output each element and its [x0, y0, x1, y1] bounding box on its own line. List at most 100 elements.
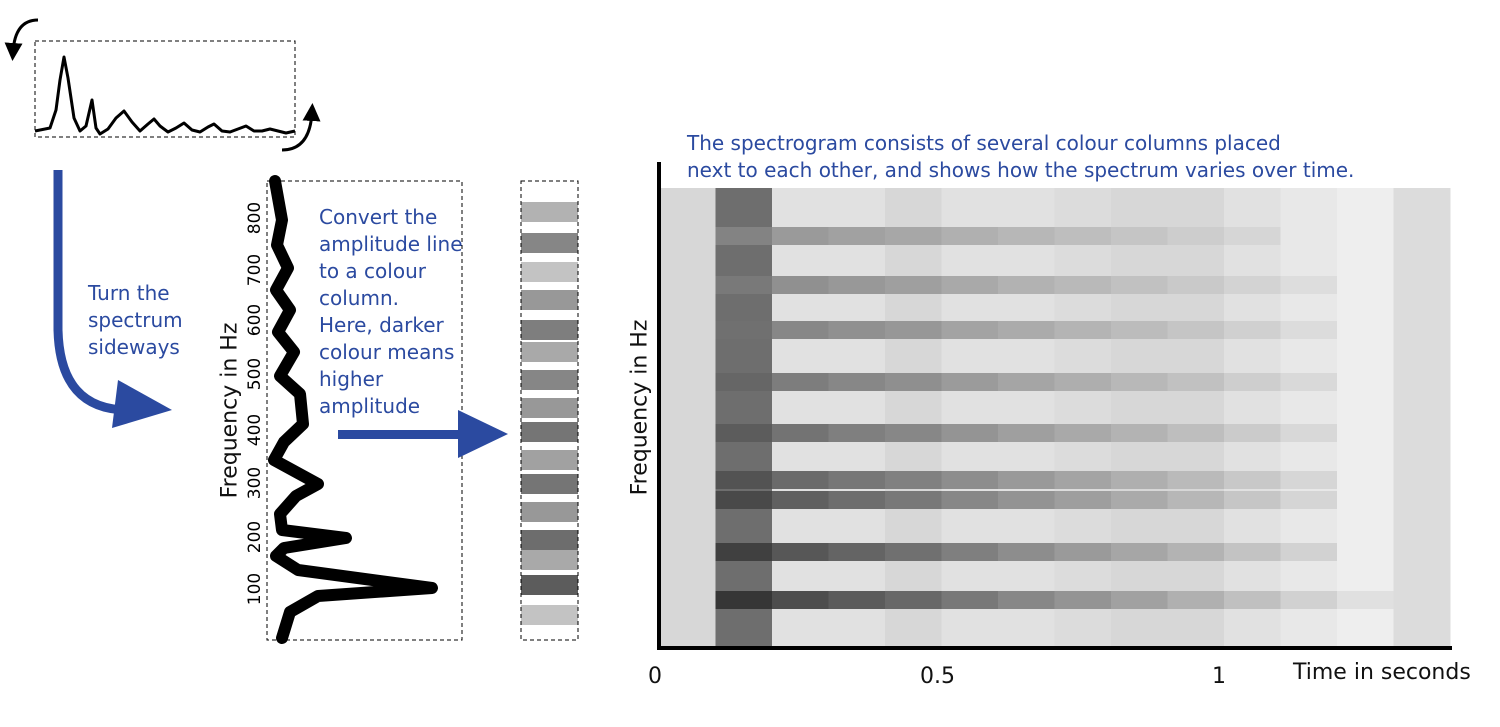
harmonic-band [772, 424, 829, 442]
spectrogram-xlabel: Time in seconds [1293, 660, 1471, 685]
colour-band [521, 502, 578, 522]
harmonic-band [1280, 373, 1338, 391]
harmonic-band [715, 543, 773, 561]
harmonic-band [772, 321, 829, 339]
rotated-spectrum-line [268, 175, 438, 644]
original-spectrum [4, 18, 321, 152]
colour-band [521, 262, 578, 282]
rotate-arrow-right [281, 103, 321, 152]
harmonic-band [941, 471, 999, 489]
harmonic-band [772, 591, 829, 609]
harmonic-band [998, 276, 1055, 294]
ytick-800: 800 [245, 201, 265, 235]
harmonic-band [941, 424, 999, 442]
harmonic-band [941, 491, 999, 509]
spectrogram-caption: The spectrogram consists of several colo… [687, 131, 1355, 182]
spectrogram-xtick-0: 0 [648, 664, 662, 689]
harmonic-band [1111, 424, 1168, 442]
harmonic-band [1167, 373, 1225, 391]
harmonic-band [1167, 424, 1225, 442]
harmonic-band [885, 373, 942, 391]
harmonic-band [1167, 491, 1225, 509]
rotated-spectrum [266, 175, 463, 644]
harmonic-band [1054, 227, 1112, 245]
harmonic-band [828, 227, 886, 245]
harmonic-band [1111, 321, 1168, 339]
harmonic-band [1280, 276, 1338, 294]
harmonic-band [1224, 491, 1281, 509]
harmonic-band [998, 424, 1055, 442]
spectrogram-column [1111, 188, 1168, 648]
convert-arrow [338, 410, 508, 458]
convert-caption: Convert the amplitude line to a colour c… [319, 205, 463, 418]
harmonic-band [772, 276, 829, 294]
spectrogram-column [828, 188, 886, 648]
harmonic-band [941, 276, 999, 294]
harmonic-band [1054, 424, 1112, 442]
rotated-spectrum-frame [266, 180, 463, 641]
harmonic-band [828, 424, 886, 442]
colour-band [521, 450, 578, 470]
harmonic-band [1280, 543, 1338, 561]
harmonic-band [1054, 471, 1112, 489]
harmonic-band [1167, 591, 1225, 609]
harmonic-band [885, 591, 942, 609]
harmonic-band [998, 591, 1055, 609]
spectrogram-column [1280, 188, 1338, 648]
spectrogram-column [1337, 188, 1394, 648]
harmonic-band [715, 591, 773, 609]
harmonic-band [941, 321, 999, 339]
harmonic-band [1224, 373, 1281, 391]
spectrogram-xtick-0.5: 0.5 [920, 664, 955, 689]
ytick-600: 600 [245, 303, 265, 337]
harmonic-band [1224, 543, 1281, 561]
ytick-300: 300 [245, 466, 265, 500]
harmonic-band [1167, 471, 1225, 489]
spectrogram-column [998, 188, 1055, 648]
colour-band [521, 370, 578, 390]
spectrogram-columns [659, 188, 1451, 648]
harmonic-band [1167, 276, 1225, 294]
harmonic-band [828, 276, 886, 294]
harmonic-band [772, 491, 829, 509]
spectrogram-axes [657, 162, 1452, 650]
colour-band [521, 202, 578, 222]
harmonic-band [1224, 471, 1281, 489]
harmonic-band [1167, 321, 1225, 339]
harmonic-band [772, 543, 829, 561]
harmonic-band [1054, 373, 1112, 391]
colour-band [521, 605, 578, 625]
colour-band [521, 474, 578, 494]
ytick-100: 100 [245, 572, 265, 606]
harmonic-band [998, 227, 1055, 245]
harmonic-band [885, 227, 942, 245]
spectrogram [657, 162, 1452, 650]
harmonic-band [828, 321, 886, 339]
harmonic-band [885, 321, 942, 339]
spectrogram-column [1167, 188, 1225, 648]
harmonic-band [1167, 227, 1225, 245]
harmonic-band [1280, 491, 1338, 509]
spectrogram-column [1054, 188, 1112, 648]
harmonic-band [1111, 591, 1168, 609]
harmonic-band [828, 491, 886, 509]
harmonic-band [1280, 321, 1338, 339]
harmonic-band [1167, 543, 1225, 561]
colour-band [521, 575, 578, 595]
harmonic-band [1111, 491, 1168, 509]
harmonic-band [772, 373, 829, 391]
rotate-arrow-left [4, 18, 39, 61]
harmonic-band [715, 276, 773, 294]
turn-arrow [53, 170, 172, 428]
harmonic-band [998, 373, 1055, 391]
harmonic-band [941, 227, 999, 245]
rotated-spectrum-ylabel: Frequency in Hz [217, 322, 243, 499]
harmonic-band [885, 276, 942, 294]
harmonic-band [1111, 471, 1168, 489]
harmonic-band [1111, 227, 1168, 245]
harmonic-band [1111, 373, 1168, 391]
spectrogram-column [659, 188, 716, 648]
harmonic-band [715, 491, 773, 509]
harmonic-band [1054, 276, 1112, 294]
